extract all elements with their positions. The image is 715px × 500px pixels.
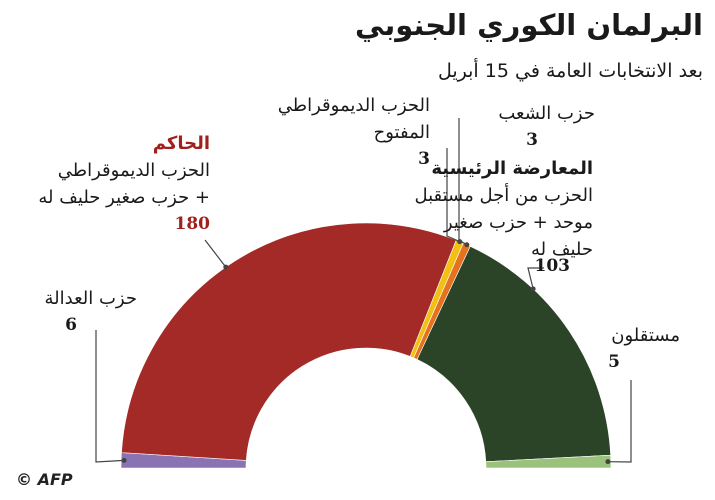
label-opposition-value: 103	[534, 256, 571, 276]
label-opposition-line-1: الحزب من أجل مستقبل	[414, 185, 593, 206]
leader-dot-ruling	[223, 264, 229, 270]
leader-line-ruling	[204, 239, 227, 268]
label-ruling-heading: الحاكم	[152, 133, 210, 154]
label-opposition-value-wrap: 103	[535, 253, 571, 280]
label-independents-value: 5	[608, 352, 620, 372]
leader-dot-peoples	[464, 242, 470, 248]
footer-credit: © AFP	[16, 470, 73, 489]
leader-line-open-democratic	[446, 148, 461, 243]
label-open-democratic: الحزب الديموقراطي المفتوح 3	[278, 92, 430, 173]
label-ruling-line-1: الحزب الديموقراطي	[57, 160, 210, 181]
label-opposition: المعارضة الرئيسية الحزب من أجل مستقبل مو…	[414, 155, 593, 263]
leader-dot-justice	[121, 457, 127, 463]
label-peoples-line-1: حزب الشعب	[498, 103, 595, 124]
label-justice: حزب العدالة 6	[45, 285, 137, 339]
leader-line-peoples	[458, 118, 468, 246]
label-peoples-value: 3	[526, 130, 538, 150]
leader-dot-independents	[605, 459, 611, 465]
afp-logo: AFP	[37, 470, 73, 489]
label-open-democratic-line-1: الحزب الديموقراطي	[277, 95, 430, 116]
slice-1	[121, 222, 457, 461]
label-justice-value: 6	[65, 315, 77, 335]
leader-line-justice	[95, 330, 125, 463]
label-independents: مستقلون 5	[608, 322, 680, 376]
label-peoples: حزب الشعب 3	[498, 100, 595, 154]
label-ruling: الحاكم الحزب الديموقراطي + حزب صغير حليف…	[38, 130, 210, 238]
copyright-symbol: ©	[16, 470, 32, 489]
label-ruling-line-2: + حزب صغير حليف له	[38, 187, 210, 208]
chart-subtitle: بعد الانتخابات العامة في 15 أبريل	[437, 60, 703, 82]
leader-dot-opposition	[530, 286, 536, 292]
label-justice-line-1: حزب العدالة	[44, 288, 137, 309]
label-open-democratic-value: 3	[418, 149, 430, 169]
chart-title: البرلمان الكوري الجنوبي	[355, 8, 703, 42]
label-opposition-heading: المعارضة الرئيسية	[431, 158, 593, 179]
leader-line-opposition	[527, 267, 544, 290]
label-ruling-value: 180	[174, 214, 211, 234]
label-independents-line-1: مستقلون	[611, 325, 680, 346]
label-opposition-line-3: حليف له	[530, 239, 593, 260]
slice-5	[485, 454, 612, 469]
label-opposition-line-2: موحد + حزب صغير	[443, 212, 593, 233]
label-open-democratic-line-2: المفتوح	[373, 122, 430, 143]
leader-line-independents	[607, 380, 632, 463]
